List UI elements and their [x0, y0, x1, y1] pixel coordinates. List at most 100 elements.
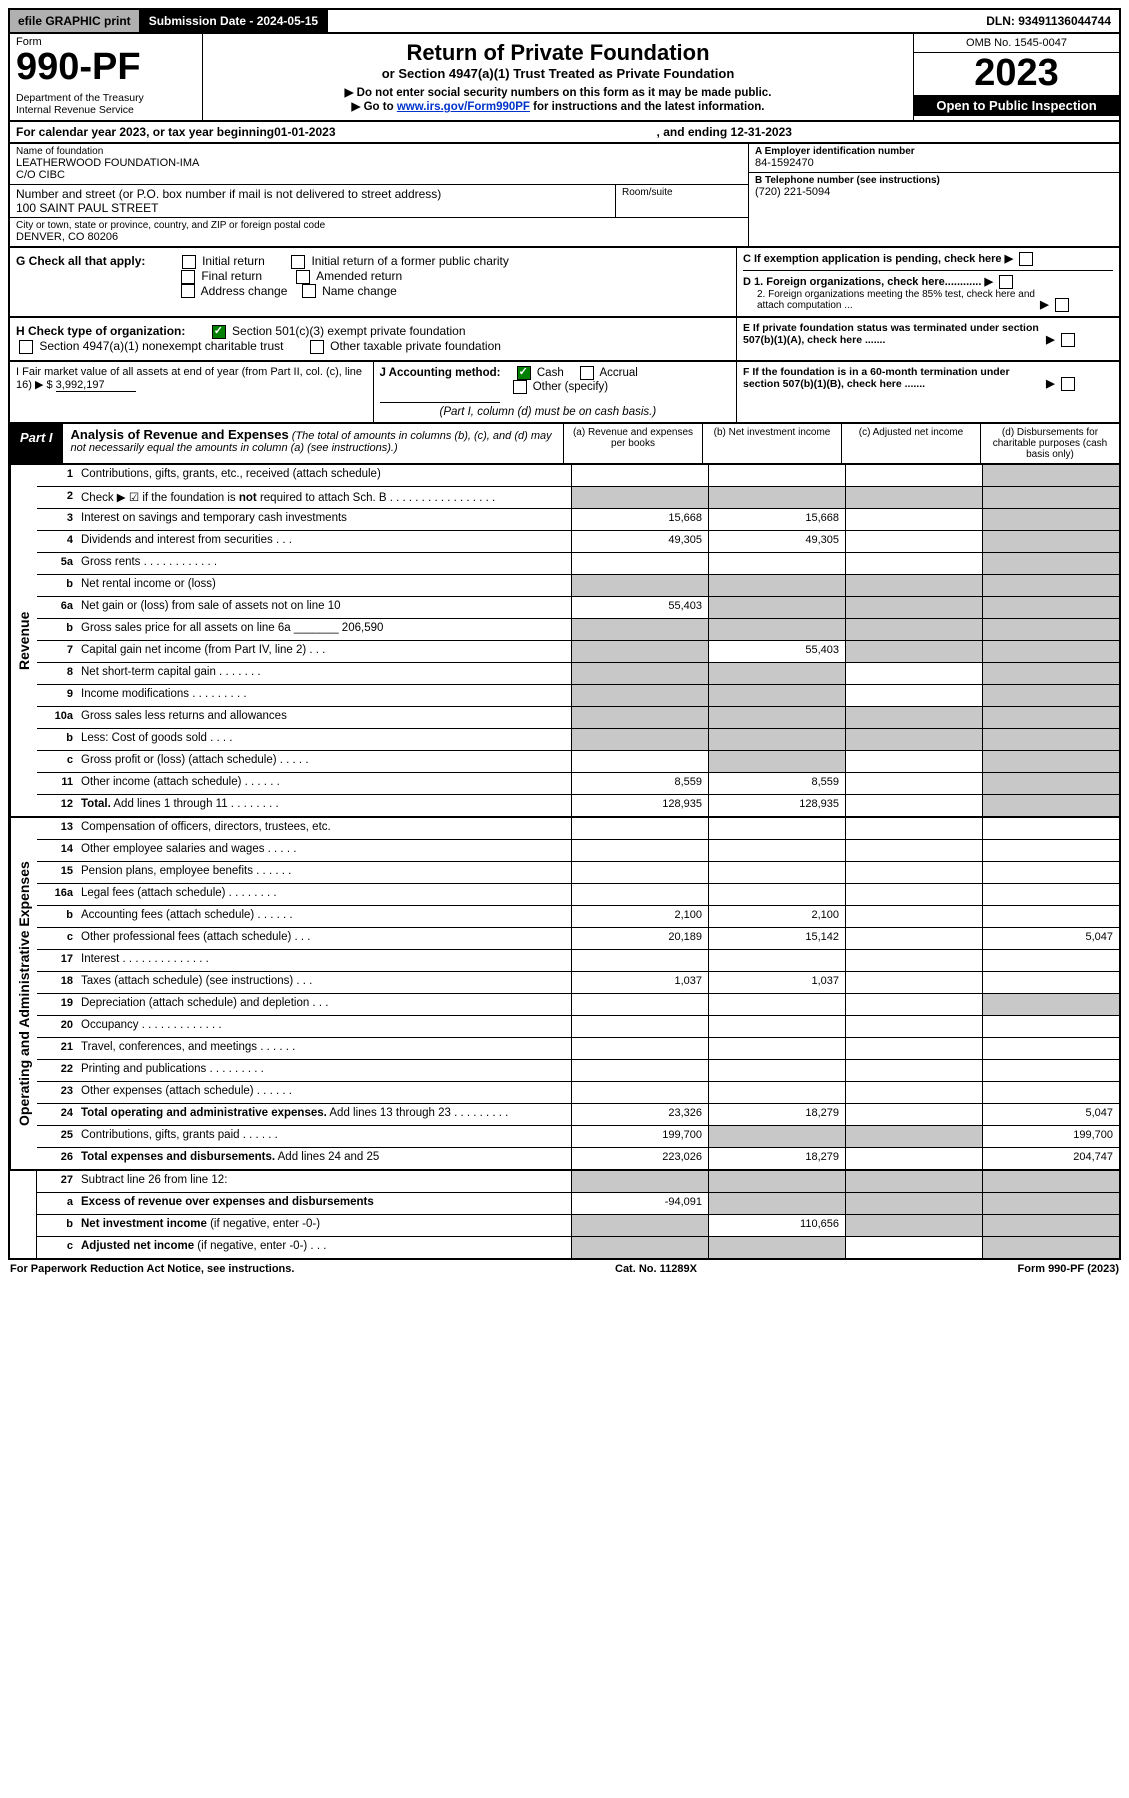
line-label: Pension plans, employee benefits . . . .… — [79, 862, 571, 883]
cell-a: 8,559 — [571, 773, 708, 794]
checkbox-cash[interactable] — [517, 366, 531, 380]
cell-b — [708, 862, 845, 883]
g-label: G Check all that apply: — [16, 254, 145, 268]
cell-d — [982, 1082, 1119, 1103]
line-label: Gross rents . . . . . . . . . . . . — [79, 553, 571, 574]
footer-right: Form 990-PF (2023) — [1018, 1263, 1120, 1275]
irs-link[interactable]: www.irs.gov/Form990PF — [397, 101, 530, 113]
line-number: 2 — [37, 487, 79, 508]
line-number: 22 — [37, 1060, 79, 1081]
checkbox-accrual[interactable] — [580, 366, 594, 380]
open-public-badge: Open to Public Inspection — [914, 95, 1119, 116]
checkbox-final-return[interactable] — [181, 270, 195, 284]
cell-a — [571, 487, 708, 508]
line-label: Printing and publications . . . . . . . … — [79, 1060, 571, 1081]
line-number: 23 — [37, 1082, 79, 1103]
cell-b: 110,656 — [708, 1215, 845, 1236]
checkbox-c[interactable] — [1019, 252, 1033, 266]
line-number: 26 — [37, 1148, 79, 1169]
line-number: 25 — [37, 1126, 79, 1147]
line-number: c — [37, 751, 79, 772]
cell-c — [845, 707, 982, 728]
h-label: H Check type of organization: — [16, 324, 185, 338]
cell-d: 199,700 — [982, 1126, 1119, 1147]
cell-d — [982, 1193, 1119, 1214]
cell-c — [845, 1104, 982, 1125]
cell-d — [982, 994, 1119, 1015]
cell-c — [845, 597, 982, 618]
expenses-side-label: Operating and Administrative Expenses — [10, 818, 37, 1169]
checkbox-other-taxable[interactable] — [310, 340, 324, 354]
section-g-c: G Check all that apply: Initial return I… — [8, 248, 1121, 318]
cell-d — [982, 1237, 1119, 1258]
checkbox-f[interactable] — [1061, 377, 1075, 391]
col-c-head: (c) Adjusted net income — [842, 424, 981, 463]
checkbox-other-method[interactable] — [513, 380, 527, 394]
cell-a: 23,326 — [571, 1104, 708, 1125]
ein-value: 84-1592470 — [755, 157, 1113, 169]
line-label: Other professional fees (attach schedule… — [79, 928, 571, 949]
cell-d — [982, 597, 1119, 618]
line-label: Income modifications . . . . . . . . . — [79, 685, 571, 706]
line-label: Adjusted net income (if negative, enter … — [79, 1237, 571, 1258]
checkbox-d1[interactable] — [999, 275, 1013, 289]
phone-label: B Telephone number (see instructions) — [755, 175, 1113, 186]
checkbox-amended[interactable] — [296, 270, 310, 284]
line-label: Dividends and interest from securities .… — [79, 531, 571, 552]
table-row: 24Total operating and administrative exp… — [37, 1104, 1119, 1126]
cell-b — [708, 884, 845, 905]
revenue-side-label: Revenue — [10, 465, 37, 816]
cell-c — [845, 1148, 982, 1169]
line-number: b — [37, 619, 79, 640]
efile-print-button[interactable]: efile GRAPHIC print — [10, 10, 141, 32]
checkbox-address-change[interactable] — [181, 284, 195, 298]
checkbox-501c3[interactable] — [212, 325, 226, 339]
table-row: 8Net short-term capital gain . . . . . .… — [37, 663, 1119, 685]
cell-b: 55,403 — [708, 641, 845, 662]
checkbox-name-change[interactable] — [302, 284, 316, 298]
cell-d: 5,047 — [982, 1104, 1119, 1125]
cell-b — [708, 1193, 845, 1214]
cell-c — [845, 840, 982, 861]
cell-a: 199,700 — [571, 1126, 708, 1147]
cell-a — [571, 1016, 708, 1037]
checkbox-e[interactable] — [1061, 333, 1075, 347]
cell-b — [708, 1016, 845, 1037]
cell-d — [982, 1060, 1119, 1081]
cell-a — [571, 1082, 708, 1103]
line-label: Capital gain net income (from Part IV, l… — [79, 641, 571, 662]
cell-b — [708, 685, 845, 706]
line-number: 3 — [37, 509, 79, 530]
cell-a: 2,100 — [571, 906, 708, 927]
cell-c — [845, 862, 982, 883]
cell-a — [571, 1060, 708, 1081]
c-label: C If exemption application is pending, c… — [743, 253, 1002, 265]
table-row: bNet investment income (if negative, ent… — [37, 1215, 1119, 1237]
cell-a: 20,189 — [571, 928, 708, 949]
cell-c — [845, 1038, 982, 1059]
address-value: 100 SAINT PAUL STREET — [16, 201, 609, 215]
checkbox-d2[interactable] — [1055, 298, 1069, 312]
table-row: 17Interest . . . . . . . . . . . . . . — [37, 950, 1119, 972]
table-row: 15Pension plans, employee benefits . . .… — [37, 862, 1119, 884]
checkbox-initial-return[interactable] — [182, 255, 196, 269]
cell-b — [708, 619, 845, 640]
table-row: 20Occupancy . . . . . . . . . . . . . — [37, 1016, 1119, 1038]
cell-a — [571, 729, 708, 750]
cell-c — [845, 1016, 982, 1037]
cell-b — [708, 950, 845, 971]
line-label: Travel, conferences, and meetings . . . … — [79, 1038, 571, 1059]
checkbox-4947[interactable] — [19, 340, 33, 354]
cell-c — [845, 663, 982, 684]
checkbox-initial-former[interactable] — [291, 255, 305, 269]
line-label: Subtract line 26 from line 12: — [79, 1171, 571, 1192]
cell-d — [982, 1016, 1119, 1037]
cell-a — [571, 994, 708, 1015]
table-row: 1Contributions, gifts, grants, etc., rec… — [37, 465, 1119, 487]
cell-c — [845, 1126, 982, 1147]
line-number: 27 — [37, 1171, 79, 1192]
cell-d — [982, 707, 1119, 728]
line-number: 10a — [37, 707, 79, 728]
cell-b — [708, 487, 845, 508]
cell-b — [708, 840, 845, 861]
